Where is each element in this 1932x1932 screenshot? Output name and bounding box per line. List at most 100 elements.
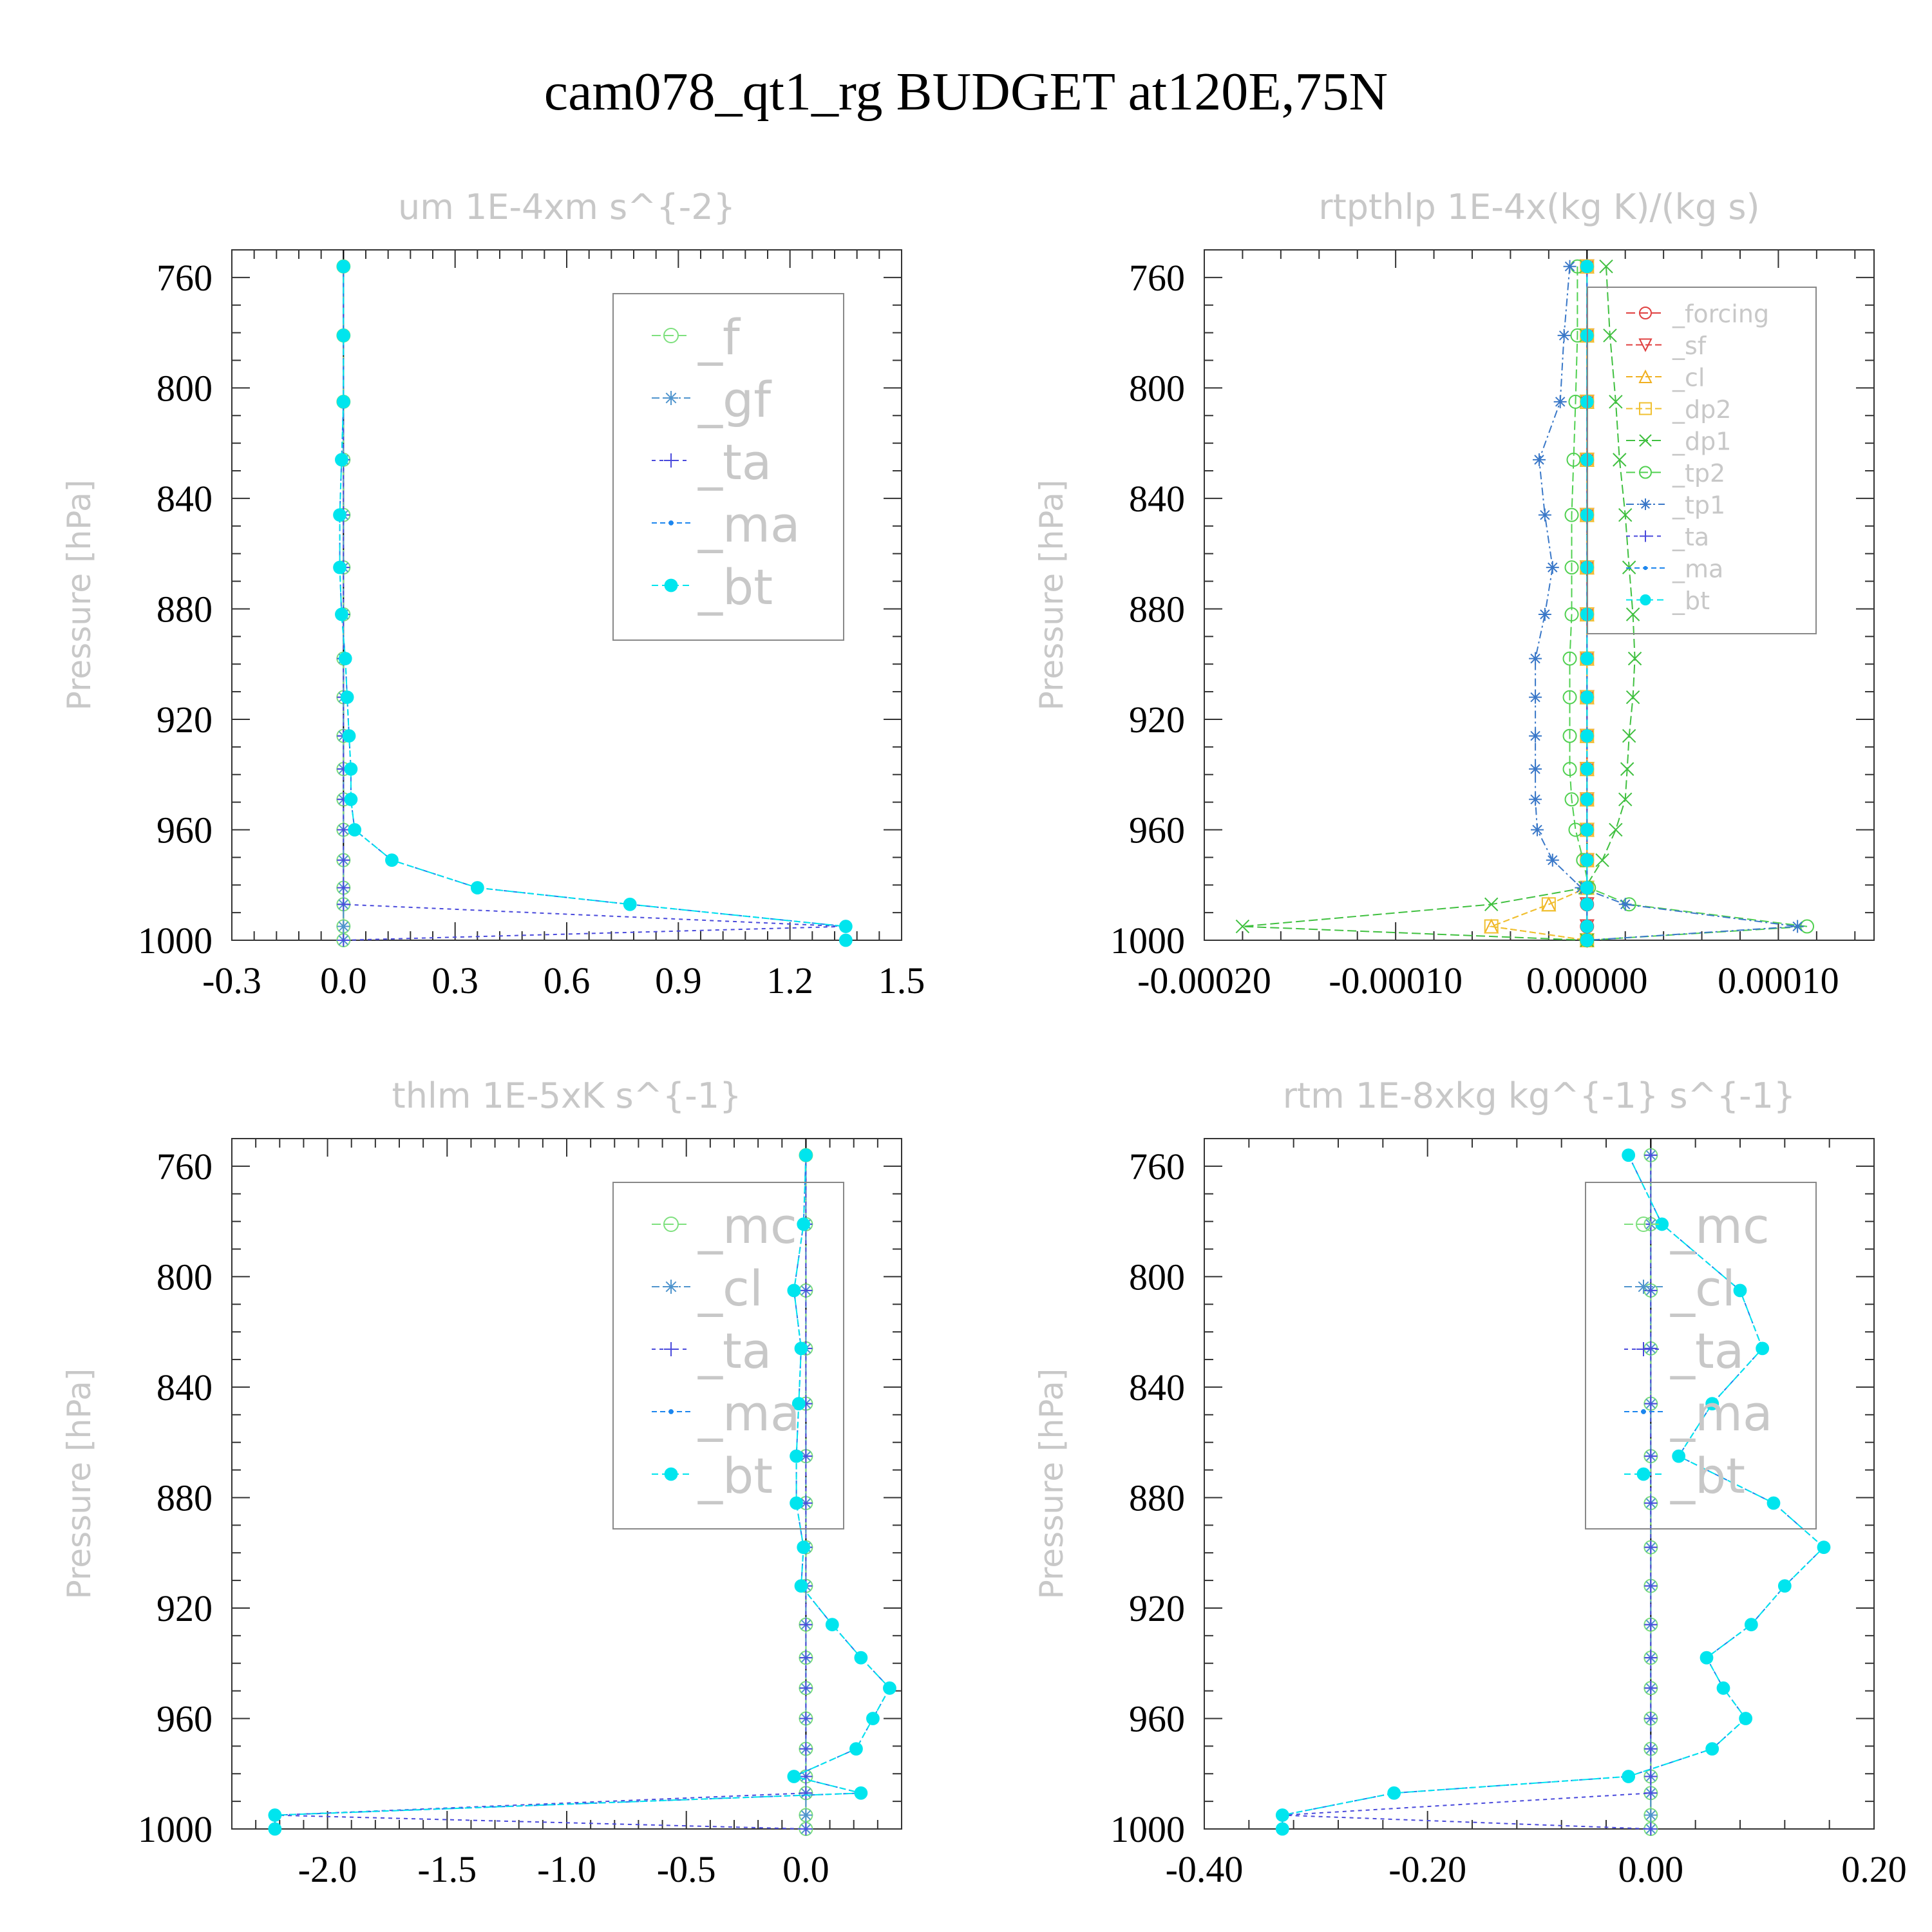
data-point xyxy=(1562,762,1577,777)
data-point xyxy=(1644,1497,1658,1510)
y-axis-label: Pressure [hPa] xyxy=(1033,1368,1070,1600)
legend-item-bt: _bt xyxy=(1626,587,1710,615)
data-point xyxy=(1700,1651,1714,1665)
legend-label: _ma xyxy=(1670,1385,1773,1442)
y-axis-label: Pressure [hPa] xyxy=(1033,480,1070,711)
y-tick-label: 880 xyxy=(1129,588,1185,630)
series-line xyxy=(1282,1155,1825,1829)
data-point xyxy=(335,453,348,467)
legend-label: _ta xyxy=(697,1322,772,1379)
data-point xyxy=(470,881,484,895)
legend-marker xyxy=(1641,1409,1646,1414)
data-point xyxy=(268,1822,282,1836)
data-point xyxy=(344,762,358,776)
legend-label: _mc xyxy=(1670,1197,1770,1255)
x-tick-label: -0.20 xyxy=(1388,1848,1466,1890)
legend-item-f: _f xyxy=(652,308,741,366)
data-point xyxy=(838,920,853,933)
legend-label: _bt xyxy=(697,1447,773,1504)
y-tick-label: 960 xyxy=(156,1698,213,1739)
data-point xyxy=(1580,897,1594,911)
series-bt xyxy=(333,260,853,947)
y-tick-label: 760 xyxy=(1129,257,1185,299)
legend-label: _tp1 xyxy=(1672,491,1725,519)
chart-panel-rtm: rtm 1E-8xkg kg^{-1} s^{-1} Pressure [hPa]… xyxy=(1033,1075,1907,1890)
y-tick-label: 920 xyxy=(156,1587,213,1629)
legend-marker xyxy=(1639,466,1652,479)
data-point xyxy=(1791,920,1804,933)
y-tick-label: 840 xyxy=(156,1367,213,1408)
data-point xyxy=(348,823,362,837)
series-line xyxy=(1488,266,1588,941)
series-bt xyxy=(1275,1148,1831,1836)
legend-marker xyxy=(1640,594,1651,606)
legend-label: _tp2 xyxy=(1672,459,1725,488)
data-point xyxy=(838,933,853,947)
x-tick-label: -2.0 xyxy=(298,1848,357,1890)
x-tick-label: 1.5 xyxy=(878,960,925,1001)
data-point xyxy=(1580,920,1594,933)
y-tick-label: 840 xyxy=(156,478,213,520)
data-point xyxy=(854,1651,868,1665)
legend-item-ta: _ta xyxy=(652,433,772,491)
data-point xyxy=(1564,560,1579,575)
data-point xyxy=(1580,792,1594,806)
data-point xyxy=(1627,651,1642,666)
data-point xyxy=(799,1742,813,1756)
data-point xyxy=(1580,881,1594,895)
x-tick-label: 0.0 xyxy=(320,960,367,1001)
panel-title: rtm 1E-8xkg kg^{-1} s^{-1} xyxy=(1283,1075,1796,1116)
legend-item-tp2: _tp2 xyxy=(1626,459,1725,488)
legend: _f_gf_ta_ma_bt xyxy=(612,293,844,641)
legend-item-mc: _mc xyxy=(652,1197,797,1255)
data-point xyxy=(1644,1808,1658,1822)
legend-item-tp1: _tp1 xyxy=(1626,491,1725,519)
data-point xyxy=(1546,561,1559,574)
data-point xyxy=(1817,1540,1831,1555)
y-tick-label: 760 xyxy=(1129,1146,1185,1188)
legend-marker xyxy=(664,1280,678,1294)
data-point xyxy=(1644,1651,1658,1665)
data-point xyxy=(337,823,350,837)
data-point xyxy=(1529,729,1542,743)
legend-marker xyxy=(1639,307,1652,319)
legend-marker xyxy=(664,578,678,592)
y-tick-label: 960 xyxy=(1129,809,1185,851)
data-point xyxy=(825,1618,839,1632)
data-point xyxy=(1644,1712,1658,1725)
data-point xyxy=(1484,897,1499,911)
legend-marker xyxy=(1639,434,1652,447)
data-point xyxy=(1580,823,1594,837)
y-tick-label: 880 xyxy=(1129,1477,1185,1519)
legend-marker xyxy=(1636,1467,1651,1481)
data-point xyxy=(1644,1770,1658,1783)
data-point xyxy=(1739,1712,1753,1725)
data-point xyxy=(623,897,637,911)
legend-label: _cl xyxy=(1670,1260,1736,1317)
panel-title: rtpthlp 1E-4x(kg K)/(kg s) xyxy=(1318,187,1759,227)
legend-item-ta: _ta xyxy=(1626,523,1709,551)
y-tick-label: 1000 xyxy=(138,1808,213,1850)
data-point xyxy=(1622,728,1636,743)
legend: _mc_cl_ta _ma_bt xyxy=(1585,1182,1817,1530)
legend-marker xyxy=(664,1342,678,1356)
legend-marker xyxy=(1640,498,1651,510)
legend-marker xyxy=(664,1467,678,1481)
legend-label: _ta xyxy=(1672,523,1709,551)
legend: _mc_cl_ta _ma_bt xyxy=(612,1182,844,1530)
x-tick-label: -0.3 xyxy=(202,960,261,1001)
legend-label: _bt xyxy=(697,558,773,616)
data-point xyxy=(787,1283,801,1298)
legend-item-ma: _ma xyxy=(1624,1385,1773,1442)
data-point xyxy=(1599,260,1613,274)
data-point xyxy=(1580,933,1594,947)
data-point xyxy=(797,1217,811,1231)
series-line xyxy=(339,266,847,940)
legend-item-bt: _bt xyxy=(1624,1447,1745,1504)
data-point xyxy=(1644,1579,1658,1593)
legend: _forcing _sf _cl _dp2 _dp1 _tp2 _tp1 _ta _ma _bt xyxy=(1587,287,1817,634)
legend-item-dp2: _dp2 xyxy=(1626,395,1731,424)
data-point xyxy=(1744,1618,1758,1632)
y-tick-label: 920 xyxy=(156,699,213,741)
data-point xyxy=(799,1786,813,1800)
